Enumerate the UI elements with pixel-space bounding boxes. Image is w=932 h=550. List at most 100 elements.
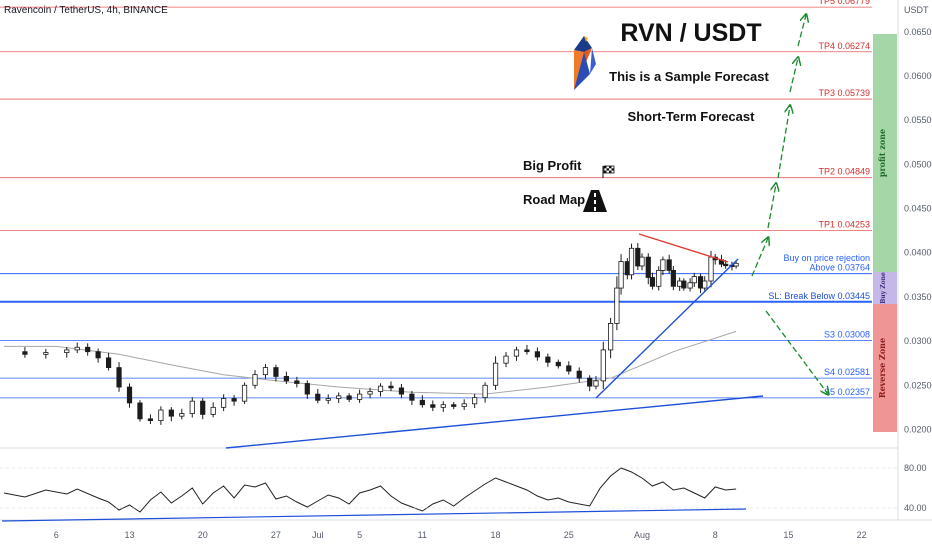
x-tick-label: 22 xyxy=(857,530,867,540)
rsi-trendline[interactable] xyxy=(1,508,747,522)
candle-body xyxy=(231,398,237,402)
candle-body xyxy=(283,376,289,382)
candle-body xyxy=(22,351,28,355)
candle-body xyxy=(708,256,714,282)
x-tick-label: 20 xyxy=(198,530,208,540)
candle-body xyxy=(147,418,154,422)
candle-body xyxy=(461,403,467,407)
candle-body xyxy=(241,384,248,402)
candle-body xyxy=(252,374,258,386)
x-tick-label: 5 xyxy=(357,530,362,540)
long-term-trendline[interactable] xyxy=(225,395,764,449)
level-label: S4 0.02581 xyxy=(824,367,870,377)
x-tick-label: 13 xyxy=(124,530,134,540)
level-label: TP5 0.06779 xyxy=(818,0,870,6)
candle-body xyxy=(576,370,582,379)
level-label: S3 0.03008 xyxy=(824,329,870,339)
rsi-line xyxy=(3,467,737,513)
candle-body xyxy=(524,349,530,353)
forecast-path xyxy=(751,15,828,394)
candle-body xyxy=(64,349,70,353)
candle-body xyxy=(677,280,683,287)
candle-body xyxy=(687,282,693,289)
road-map-note: Road Map xyxy=(523,192,585,207)
candle-body xyxy=(116,367,122,388)
candle-body xyxy=(555,361,561,367)
candle-body xyxy=(681,280,687,289)
level-label: TP2 0.04849 xyxy=(818,167,870,177)
x-tick-label: 6 xyxy=(54,530,59,540)
profit-zone-label: profit zone xyxy=(877,129,887,177)
candle-body xyxy=(262,367,269,376)
candle-body xyxy=(587,377,593,387)
candle-body xyxy=(660,259,666,271)
x-tick-label: Jul xyxy=(312,530,324,540)
candle-body xyxy=(691,276,697,284)
candle-body xyxy=(639,256,645,267)
candle-body xyxy=(624,261,630,276)
forecast-arrow-down xyxy=(765,310,828,394)
candle-body xyxy=(593,380,599,387)
x-tick-label: 27 xyxy=(271,530,281,540)
candle-body xyxy=(635,247,641,267)
short-term-note: Short-Term Forecast xyxy=(628,109,756,124)
descending-resistance-trendline[interactable] xyxy=(638,233,729,263)
candle-body xyxy=(210,406,216,415)
candle-body xyxy=(189,400,195,414)
candle-body xyxy=(273,367,279,377)
symbol-info: Ravencoin / TetherUS, 4h, BINANCE xyxy=(4,5,168,16)
currency-label: USDT xyxy=(904,5,929,15)
rvn-logo-icon xyxy=(574,36,596,90)
profit-zone-bar xyxy=(873,34,897,272)
x-tick-label: 11 xyxy=(418,530,427,540)
candle-body xyxy=(600,349,606,382)
candle-body xyxy=(419,399,425,406)
candle-body xyxy=(702,280,708,289)
reverse-zone-bar xyxy=(873,304,897,432)
sample-forecast-note: This is a Sample Forecast xyxy=(609,69,769,84)
candle-body xyxy=(566,365,572,372)
candle-body xyxy=(168,409,174,417)
moving-average-layer xyxy=(4,330,737,395)
candles-layer xyxy=(22,243,739,425)
y-tick-label: 0.02000 xyxy=(904,424,932,434)
candle-body xyxy=(346,395,352,400)
candle-body xyxy=(74,346,80,351)
buy-zone-bar xyxy=(873,272,897,304)
candle-body xyxy=(430,404,436,408)
candle-body xyxy=(723,263,729,267)
level-label: TP4 0.06274 xyxy=(818,41,870,51)
candle-body xyxy=(336,395,342,399)
level-label: TP3 0.05739 xyxy=(818,88,870,98)
candle-body xyxy=(440,404,446,408)
x-tick-label: 8 xyxy=(713,530,718,540)
level-label: TP1 0.04253 xyxy=(818,219,870,229)
road-icon xyxy=(583,190,607,212)
candle-body xyxy=(179,413,185,417)
candle-body xyxy=(315,393,321,401)
candle-body xyxy=(221,398,227,408)
candle-body xyxy=(534,351,541,358)
candle-body xyxy=(733,262,739,267)
level-label: SL: Break Below 0.03445 xyxy=(768,291,870,301)
candle-body xyxy=(618,261,624,289)
rising-support-trendline[interactable] xyxy=(595,258,739,399)
big-profit-note: Big Profit xyxy=(523,158,582,173)
candle-body xyxy=(645,256,651,278)
rsi-layer: 80.00 40.00 xyxy=(0,463,927,513)
candle-body xyxy=(503,355,509,364)
candle-body xyxy=(545,356,551,363)
candle-body xyxy=(628,247,635,276)
forecast-arrow-4 xyxy=(789,58,798,93)
levels-layer: TP5 0.06779 TP4 0.06274 TP3 0.05739 TP2 0.0… xyxy=(0,0,872,399)
candle-body xyxy=(666,259,672,271)
candle-body xyxy=(513,349,520,357)
